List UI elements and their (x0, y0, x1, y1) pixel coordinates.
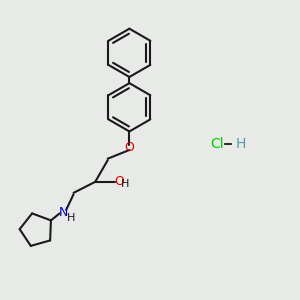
Text: H: H (66, 213, 75, 223)
Text: H: H (121, 179, 130, 189)
Text: O: O (114, 175, 124, 188)
Text: H: H (236, 137, 246, 151)
Text: O: O (124, 141, 134, 154)
Text: Cl: Cl (210, 137, 224, 151)
Text: N: N (58, 206, 68, 219)
